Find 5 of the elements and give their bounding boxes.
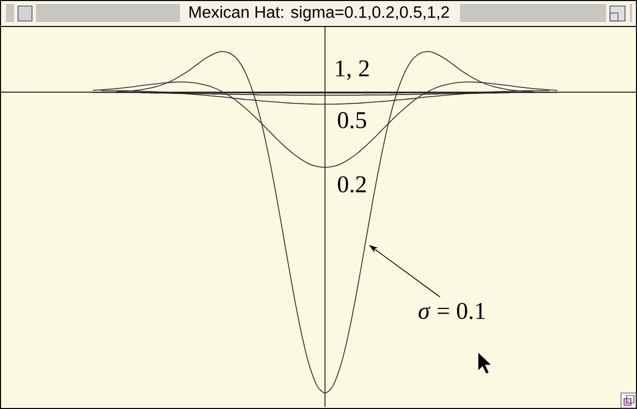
chart-title: Mexican Hat: sigma=0.1,0.2,0.5,1,2: [190, 6, 449, 22]
annotation: 1, 2: [336, 60, 369, 80]
text: σ = 0.1: [418, 302, 485, 320]
series-label: 0.5: [338, 112, 366, 128]
series-label: 0.2: [338, 176, 366, 193]
